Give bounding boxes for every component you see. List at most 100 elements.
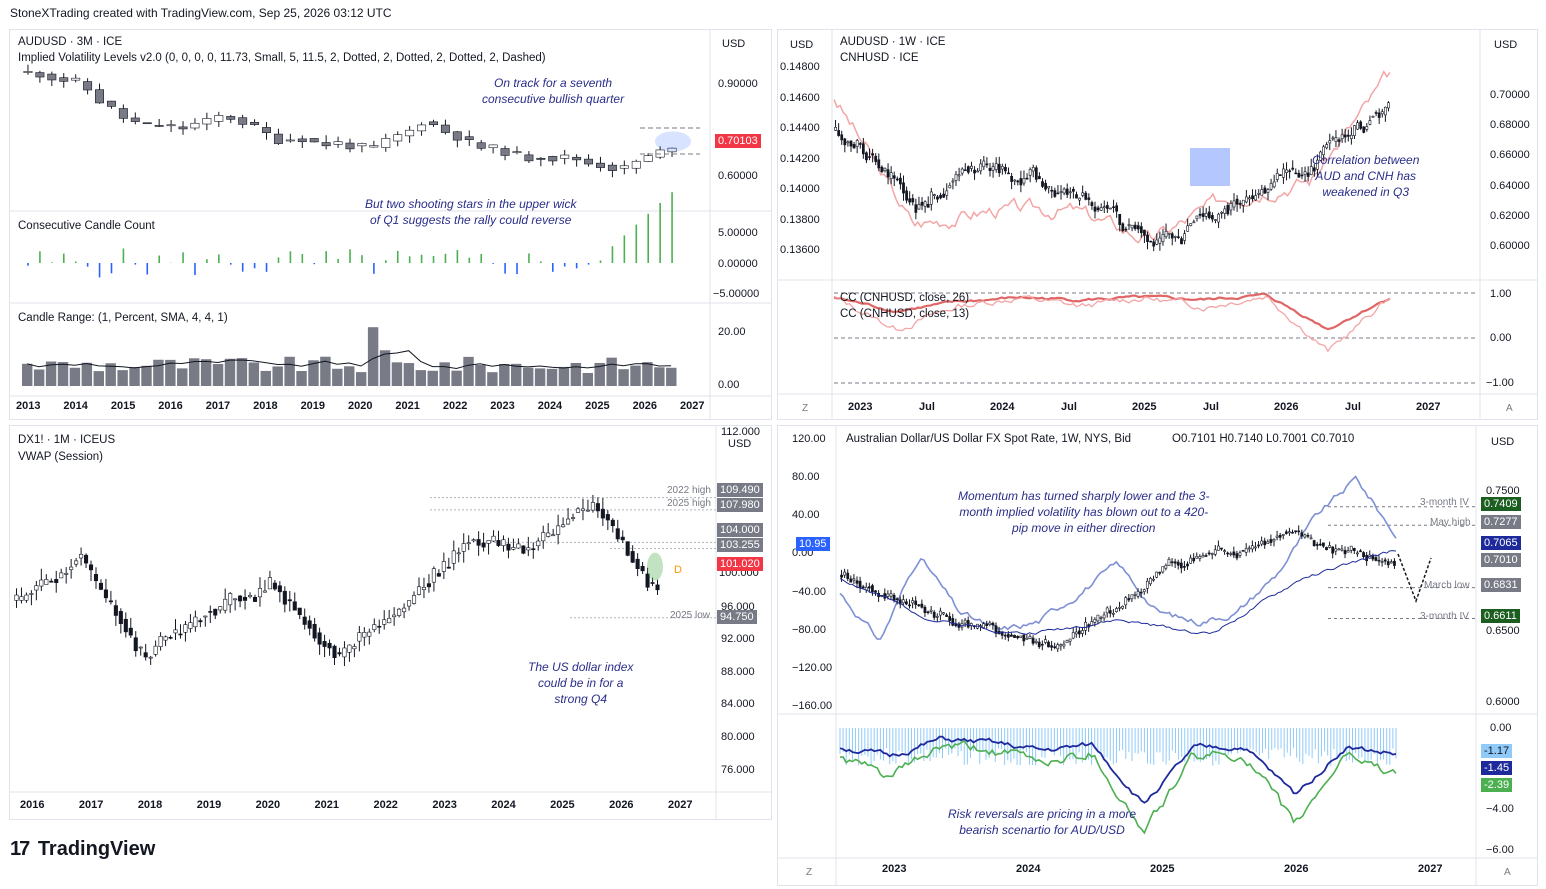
panel-audusd-3m[interactable]: AUDUSD · 3M · ICE Implied Volatility Lev… <box>9 29 772 420</box>
candle-body <box>991 622 995 626</box>
candle-body <box>461 543 466 552</box>
currency-label[interactable]: USD <box>722 38 746 50</box>
candle-body <box>1377 112 1381 118</box>
candle-body <box>572 156 582 161</box>
level-label-iv-low: 3-month IV <box>1420 611 1469 622</box>
candle-body <box>1145 580 1149 589</box>
x-tick: 2022 <box>442 400 468 412</box>
candle-body <box>208 611 213 613</box>
panel-dx1-1m[interactable]: DX1! · 1M · ICEUS VWAP (Session) USD 112… <box>9 425 772 820</box>
candle-body <box>1050 189 1054 192</box>
candle-body <box>1186 563 1189 567</box>
candle-body <box>1235 553 1239 559</box>
candle-body <box>35 72 45 78</box>
candle-body <box>1244 548 1248 553</box>
candle-body <box>1013 634 1016 638</box>
candle-body <box>213 608 218 616</box>
panel-title: AUDUSD · 3M · ICE <box>18 36 123 48</box>
candle-body <box>914 204 918 213</box>
candle-body <box>440 124 450 133</box>
zoom-z-button[interactable]: Z <box>806 867 813 878</box>
candle-body <box>1211 215 1214 220</box>
candle-body <box>1365 126 1369 130</box>
y-tick: −5.00000 <box>713 288 760 300</box>
candle-body <box>895 178 899 181</box>
candle-body <box>1257 544 1260 547</box>
candle-body <box>852 578 856 581</box>
range-sma-line <box>26 350 672 370</box>
candle-body <box>635 558 640 569</box>
candle-body <box>1346 134 1350 137</box>
tradingview-logo[interactable]: 17 TradingView <box>10 838 156 860</box>
candle-body <box>874 155 878 162</box>
currency-label-right[interactable]: USD <box>1494 39 1518 51</box>
candle-body <box>630 551 635 563</box>
candle-body <box>238 117 248 125</box>
candle-body <box>1303 171 1307 175</box>
zoom-z-button[interactable]: Z <box>802 403 809 414</box>
candle-body <box>1189 223 1193 226</box>
candle-body <box>936 196 939 200</box>
candle-body <box>837 130 841 136</box>
candle-body <box>1331 546 1335 554</box>
candle-body <box>476 539 481 546</box>
candle-body <box>1386 561 1390 566</box>
candle-body <box>855 140 859 147</box>
panel-audusd-fx-spot[interactable]: Australian Dollar/US Dollar FX Spot Rate… <box>777 425 1538 886</box>
candle-body <box>625 541 630 556</box>
candle-body <box>337 652 342 655</box>
candle-body <box>1059 191 1063 193</box>
candle-body <box>1343 134 1347 138</box>
panel-audusd-cnhusd-1w[interactable]: AUDUSD · 1W · ICE CNHUSD · ICE USD USD 0… <box>777 29 1538 420</box>
price-tag-104: 104.000 <box>717 523 763 537</box>
candle-body <box>23 71 33 73</box>
candle-body <box>966 620 970 628</box>
candle-body <box>1074 631 1078 635</box>
currency-label[interactable]: USD <box>728 438 752 450</box>
candle-body <box>1247 547 1251 550</box>
candle-body <box>963 619 967 624</box>
ohlc-values: O0.7101 H0.7140 L0.7001 C0.7010 <box>1172 433 1355 445</box>
annotation-risk-reversals: Risk reversals are pricing in a more bear… <box>948 807 1137 837</box>
candle-body <box>1322 146 1325 156</box>
dividend-marker[interactable]: D <box>674 564 682 576</box>
y-tick: 76.000 <box>721 763 755 776</box>
candle-body <box>466 542 471 545</box>
indicator-label: Implied Volatility Levels v2.0 (0, 0, 0,… <box>18 52 546 64</box>
candle-body <box>1133 594 1137 596</box>
candle-body <box>914 600 918 605</box>
candle-body <box>551 534 556 537</box>
auto-scale-button[interactable]: A <box>1504 867 1511 878</box>
candle-body <box>948 616 952 621</box>
candle-body <box>1244 196 1248 203</box>
currency-label-left[interactable]: USD <box>790 39 814 51</box>
range-bar <box>105 363 116 386</box>
candle-body <box>1124 597 1128 606</box>
candle-body <box>858 580 862 588</box>
candle-body <box>963 169 967 172</box>
candle-body <box>347 644 352 653</box>
candle-body <box>1000 631 1004 636</box>
candle-body <box>481 542 486 548</box>
candle-body <box>95 89 105 104</box>
candle-body <box>536 540 541 547</box>
candle-body <box>362 632 367 638</box>
candle-body <box>886 169 890 178</box>
x-tick: 2025 <box>1150 863 1175 875</box>
candle-body <box>118 108 128 119</box>
candle-body <box>1053 646 1057 648</box>
candle-body <box>1180 238 1183 245</box>
auto-scale-button[interactable]: A <box>1506 403 1513 414</box>
candle-body <box>1056 192 1060 195</box>
range-bar <box>284 356 295 386</box>
candle-body <box>1232 200 1236 208</box>
x-tick: 2025 <box>585 400 610 412</box>
candle-body <box>1368 120 1372 125</box>
candle-body <box>1062 643 1066 647</box>
candle-body <box>1232 551 1236 556</box>
x-tick: 2027 <box>1418 863 1443 875</box>
candle-body <box>1053 190 1057 197</box>
candle-body <box>1201 213 1205 217</box>
currency-label[interactable]: USD <box>1491 436 1515 448</box>
candle-body <box>531 548 536 551</box>
